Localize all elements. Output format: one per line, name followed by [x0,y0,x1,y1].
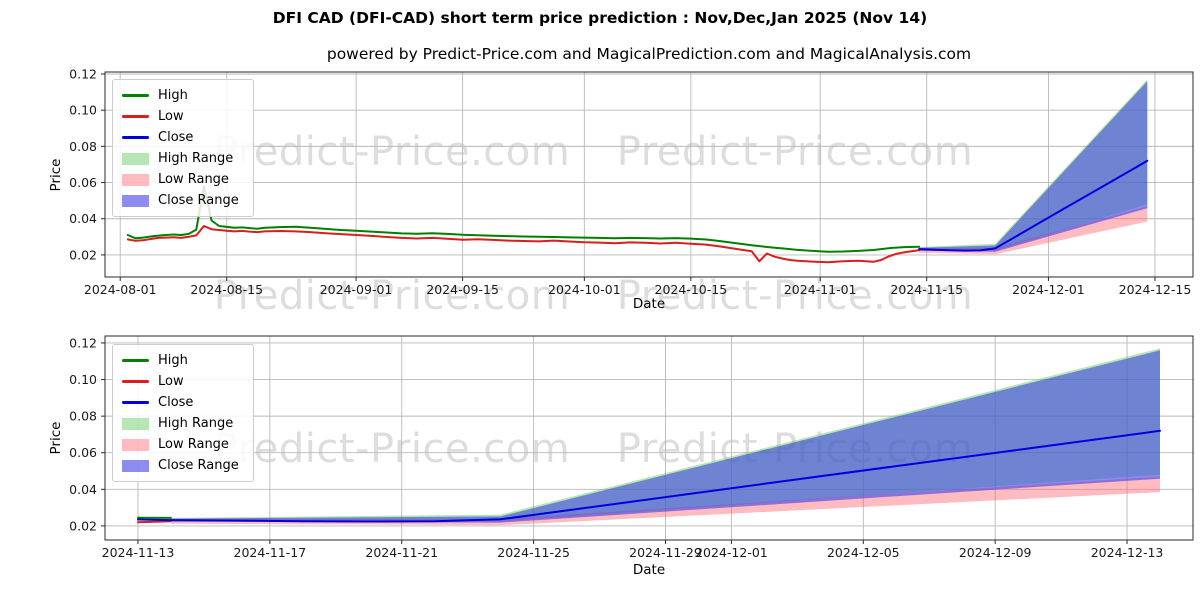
legend-item-low-range: Low Range [122,436,239,453]
legend-label-low-range: Low Range [158,437,229,452]
series-low-line [137,520,172,524]
high-range-swatch [122,152,149,165]
watermark: Predict-Price.com [213,273,571,319]
legend-label-high-range: High Range [158,151,234,166]
low-range-swatch [122,438,149,451]
legend-bottom-chart: High Low Close High Range Low Range Clos… [112,344,254,482]
x-tick-label: 2024-10-15 [655,282,728,297]
legend-label-high-range: High Range [158,416,234,431]
legend-item-close: Close [122,129,239,146]
series-low-line [126,225,921,264]
x-tick-label: 2024-12-09 [959,545,1032,560]
y-tick-label: 0.12 [69,335,97,350]
x-tick-label: 2024-12-01 [1012,282,1085,297]
x-tick-label: 2024-11-17 [234,545,307,560]
y-tick-label: 0.10 [69,103,97,118]
close-line-swatch [122,136,149,139]
legend-item-close: Close [122,394,239,411]
legend-item-high-range: High Range [122,150,239,167]
y-tick-label: 0.08 [69,409,97,424]
x-tick-label: 2024-12-05 [827,545,900,560]
legend-label-low-range: Low Range [158,172,229,187]
close-range-swatch [122,194,149,207]
legend-label-low: Low [158,109,184,124]
x-tick-label: 2024-11-13 [102,545,175,560]
legend-item-low: Low [122,373,239,390]
x-tick-label: 2024-12-13 [1091,545,1164,560]
x-tick-label: 2024-11-21 [365,545,438,560]
legend-label-close-range: Close Range [158,193,239,208]
watermark: Predict-Price.com [616,273,974,319]
x-tick-label: 2024-11-25 [497,545,570,560]
y-tick-label: 0.12 [69,66,97,81]
legend-item-low-range: Low Range [122,171,239,188]
legend-top-chart: High Low Close High Range Low Range Clos… [112,79,254,217]
x-axis-label-bottom: Date [632,562,666,578]
legend-item-high-range: High Range [122,415,239,432]
low-line-swatch [122,115,149,118]
legend-label-low: Low [158,374,184,389]
high-range-swatch [122,417,149,430]
y-tick-label: 0.08 [69,139,97,154]
y-tick-label: 0.06 [69,175,97,190]
legend-item-close-range: Close Range [122,192,239,209]
legend-label-close: Close [158,130,194,145]
axes-spine [104,335,1194,541]
legend-label-high: High [158,353,188,368]
x-tick-label: 2024-12-01 [695,545,768,560]
band-close_range [919,81,1148,252]
band-close_range [170,350,1160,523]
watermark: Predict-Price.com [213,129,571,175]
legend-label-close: Close [158,395,194,410]
high-line-swatch [122,359,149,362]
x-tick-label: 2024-08-15 [190,282,263,297]
x-tick-label: 2024-11-01 [784,282,857,297]
x-tick-label: 2024-11-29 [629,545,702,560]
low-line-swatch [122,380,149,383]
high-line-swatch [122,94,149,97]
x-tick-label: 2024-08-01 [84,282,157,297]
page-title: DFI CAD (DFI-CAD) short term price predi… [272,9,928,27]
x-tick-label: 2024-12-15 [1119,282,1192,297]
close-range-swatch [122,459,149,472]
legend-item-close-range: Close Range [122,457,239,474]
low-range-swatch [122,173,149,186]
legend-item-high: High [122,352,239,369]
legend-label-close-range: Close Range [158,458,239,473]
watermark: Predict-Price.com [213,426,571,472]
y-tick-label: 0.04 [69,211,97,226]
y-axis-label-bottom: Price [48,421,64,455]
x-tick-label: 2024-11-15 [890,282,963,297]
x-axis-label-top: Date [632,296,666,312]
series-close-line [137,429,1161,523]
y-tick-label: 0.02 [69,518,97,533]
legend-label-high: High [158,88,188,103]
x-tick-label: 2024-09-15 [426,282,499,297]
close-line-swatch [122,401,149,404]
y-tick-label: 0.10 [69,372,97,387]
axes-spine [104,71,1194,278]
legend-item-low: Low [122,108,239,125]
series-close-line [918,159,1149,252]
x-tick-label: 2024-09-01 [320,282,393,297]
legend-item-high: High [122,87,239,104]
x-tick-label: 2024-10-01 [548,282,621,297]
y-axis-label-top: Price [48,158,64,192]
watermark: Predict-Price.com [616,129,974,175]
y-tick-label: 0.02 [69,247,97,262]
chart-subtitle: powered by Predict-Price.com and Magical… [326,45,972,63]
y-tick-label: 0.06 [69,445,97,460]
y-tick-label: 0.04 [69,482,97,497]
